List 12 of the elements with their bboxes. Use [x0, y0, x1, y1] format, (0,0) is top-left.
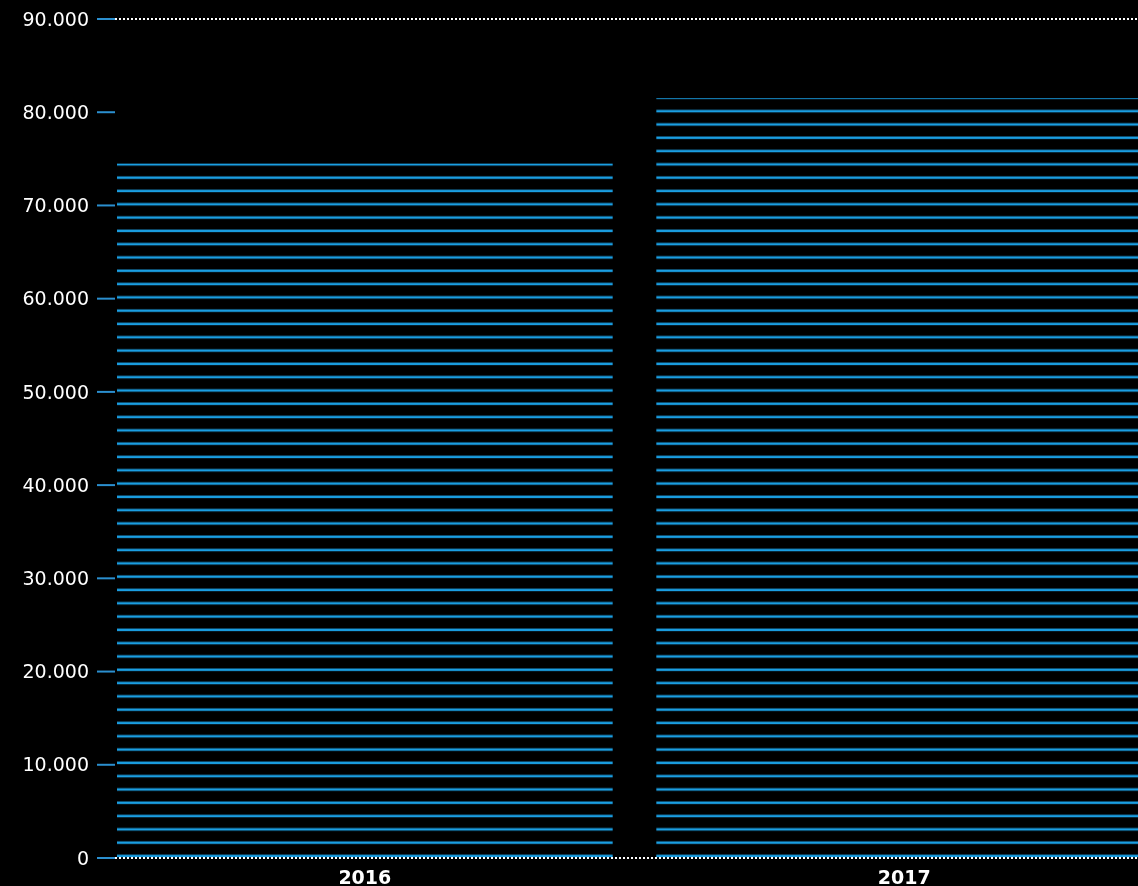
y-tick-label: 80.000: [22, 100, 89, 123]
y-tick-label: 50.000: [22, 380, 89, 403]
y-tick-label: 0: [76, 846, 89, 869]
x-tick-label: 2016: [338, 866, 392, 886]
y-tick-label: 10.000: [22, 753, 89, 776]
y-tick-label: 70.000: [22, 194, 89, 217]
y-tick-label: 20.000: [22, 660, 89, 683]
x-tick-label: 2017: [877, 866, 931, 886]
y-tick-label: 40.000: [22, 473, 89, 496]
y-tick-label: 90.000: [22, 7, 89, 30]
y-tick-label: 30.000: [22, 566, 89, 589]
y-tick-label: 60.000: [22, 287, 89, 310]
